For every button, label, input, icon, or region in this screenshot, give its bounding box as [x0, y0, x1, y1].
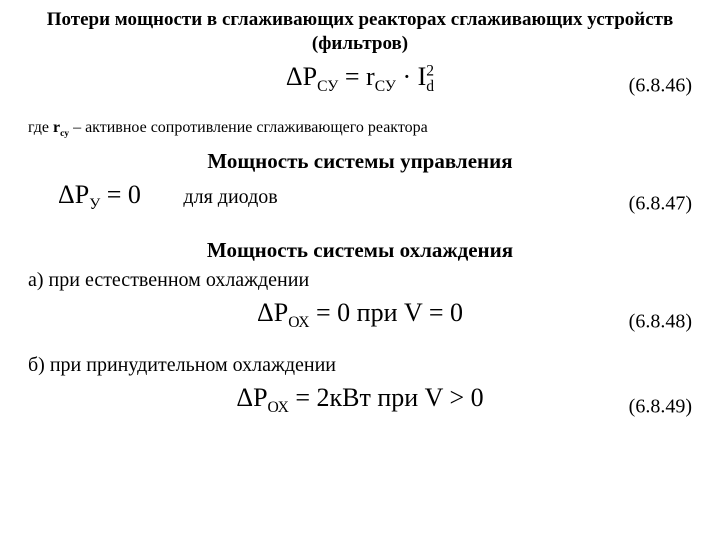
eq49-dP: ΔP — [236, 383, 267, 412]
equation-row-49: ΔPОХ = 2кВт при V > 0 (6.8.49) — [28, 383, 692, 431]
equation-number-47: (6.8.47) — [629, 193, 692, 216]
eq46-r-sub: СУ — [375, 78, 396, 95]
section-title: Потери мощности в сглаживающих реакторах… — [28, 8, 692, 56]
eq46-I: I — [418, 62, 427, 91]
eq47-note: для диодов — [183, 186, 277, 209]
equation-number-49: (6.8.49) — [629, 396, 692, 419]
heading-control-power: Мощность системы управления — [28, 149, 692, 174]
equation-number-46: (6.8.46) — [629, 74, 692, 97]
equation-48: ΔPОХ = 0 при V = 0 — [28, 298, 692, 332]
note-prefix: где — [28, 119, 53, 136]
eq46-I-sup: 2 — [426, 62, 434, 79]
line-forced-cooling: б) при принудительном охлаждении — [28, 354, 692, 377]
eq46-dP-sub: СУ — [317, 78, 338, 95]
eq47-dP: ΔP — [58, 180, 89, 209]
eq49-eq: = 2кВт при V > 0 — [289, 383, 484, 412]
note-rsu: где rсу – активное сопротивление сглажив… — [28, 118, 692, 140]
eq46-r: r — [366, 62, 375, 91]
equation-row-48: ΔPОХ = 0 при V = 0 (6.8.48) — [28, 298, 692, 346]
equation-row-46: ΔPСУ = rСУ · I2d (6.8.46) — [28, 62, 692, 110]
eq46-dot: · — [396, 62, 418, 91]
eq46-I-sub: d — [426, 78, 434, 95]
eq47-dP-sub: У — [89, 196, 100, 213]
equation-row-47: ΔPУ = 0 для диодов (6.8.47) — [28, 180, 692, 228]
equation-49: ΔPОХ = 2кВт при V > 0 — [28, 383, 692, 417]
eq48-dP: ΔP — [257, 298, 288, 327]
eq48-eq: = 0 при V = 0 — [310, 298, 463, 327]
eq47-eq: = 0 — [100, 180, 141, 209]
eq49-dP-sub: ОХ — [268, 399, 289, 416]
note-sym-sub: су — [60, 128, 69, 139]
equation-number-48: (6.8.48) — [629, 311, 692, 334]
eq48-dP-sub: ОХ — [288, 314, 309, 331]
note-rest: – активное сопротивление сглаживающего р… — [69, 119, 428, 136]
eq46-eq: = — [338, 62, 366, 91]
heading-cooling-power: Мощность системы охлаждения — [28, 238, 692, 263]
equation-46: ΔPСУ = rСУ · I2d — [28, 62, 692, 96]
equation-47: ΔPУ = 0 для диодов — [28, 180, 692, 214]
line-natural-cooling: а) при естественном охлаждении — [28, 269, 692, 292]
eq46-dP: ΔP — [286, 62, 317, 91]
document-page: { "title": "Потери мощности в сглаживающ… — [0, 0, 720, 540]
